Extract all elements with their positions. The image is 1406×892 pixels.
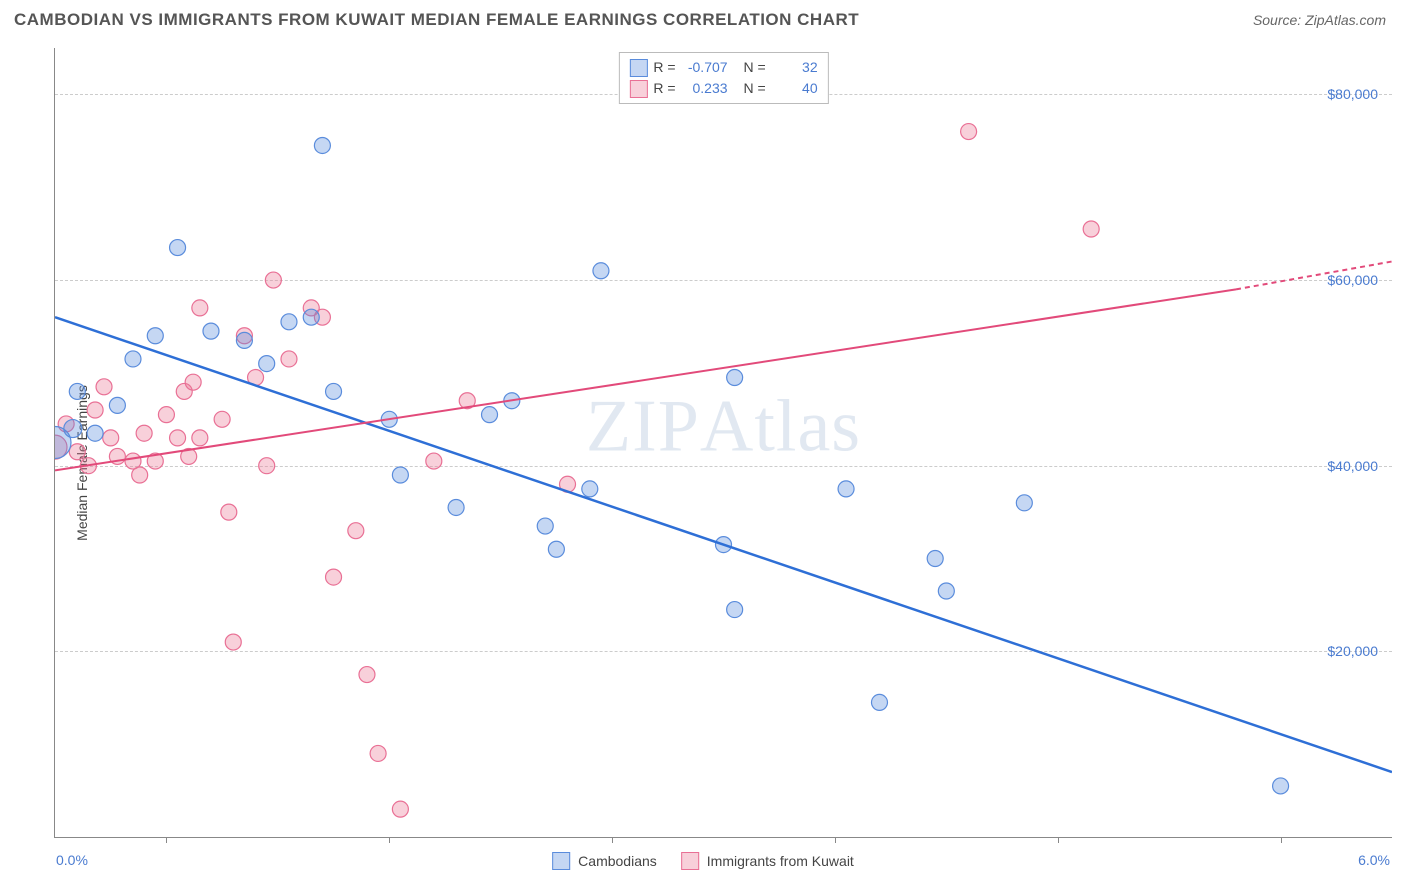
data-point [132,467,148,483]
data-point [87,402,103,418]
swatch-kuwait [629,80,647,98]
legend-item-cambodian: Cambodians [552,852,657,870]
data-point [109,397,125,413]
data-point [1273,778,1289,794]
regression-line-extension [1236,261,1392,289]
data-point [1083,221,1099,237]
data-point [326,383,342,399]
data-point [392,467,408,483]
data-point [170,240,186,256]
data-point [103,430,119,446]
data-point [871,694,887,710]
source-label: Source: ZipAtlas.com [1253,12,1386,28]
x-tick [1058,837,1059,843]
data-point [727,602,743,618]
data-point [482,407,498,423]
stats-legend: R = -0.707 N = 32 R = 0.233 N = 40 [618,52,828,104]
source-site: ZipAtlas.com [1305,12,1386,28]
data-point [192,300,208,316]
data-point [838,481,854,497]
data-point [537,518,553,534]
data-point [1016,495,1032,511]
x-tick [166,837,167,843]
data-point [314,137,330,153]
data-point [87,425,103,441]
legend-swatch-cambodian [552,852,570,870]
data-point [125,351,141,367]
swatch-cambodian [629,59,647,77]
x-tick [835,837,836,843]
data-point [359,667,375,683]
data-point [185,374,201,390]
regression-line [55,289,1236,470]
data-point [192,430,208,446]
chart-title: CAMBODIAN VS IMMIGRANTS FROM KUWAIT MEDI… [14,10,859,30]
x-tick [612,837,613,843]
data-point [370,745,386,761]
x-tick [389,837,390,843]
data-point [326,569,342,585]
data-point [593,263,609,279]
data-point [582,481,598,497]
legend-label-kuwait: Immigrants from Kuwait [707,853,854,869]
data-point [727,370,743,386]
data-point [548,541,564,557]
data-point [448,499,464,515]
data-point [69,383,85,399]
data-point [225,634,241,650]
data-point [214,411,230,427]
legend-label-cambodian: Cambodians [578,853,657,869]
data-point [147,328,163,344]
data-point [303,309,319,325]
stats-row-cambodian: R = -0.707 N = 32 [629,57,817,78]
data-point [281,351,297,367]
data-point [158,407,174,423]
data-point [170,430,186,446]
data-point [392,801,408,817]
data-point [69,444,85,460]
data-point [259,458,275,474]
legend-swatch-kuwait [681,852,699,870]
legend-item-kuwait: Immigrants from Kuwait [681,852,854,870]
stats-row-kuwait: R = 0.233 N = 40 [629,78,817,99]
plot-region: ZIPAtlas R = -0.707 N = 32 R = 0.233 N =… [54,48,1392,838]
plot-svg [55,48,1392,837]
regression-line [55,317,1392,772]
x-axis-max-label: 6.0% [1358,852,1390,868]
data-point [203,323,219,339]
data-point [64,420,82,438]
data-point [265,272,281,288]
data-point [426,453,442,469]
x-axis-min-label: 0.0% [56,852,88,868]
data-point [96,379,112,395]
data-point [136,425,152,441]
data-point [938,583,954,599]
data-point [281,314,297,330]
data-point [927,551,943,567]
chart-area: Median Female Earnings ZIPAtlas R = -0.7… [14,48,1392,878]
data-point [236,332,252,348]
data-point [348,523,364,539]
x-tick [1281,837,1282,843]
data-point [259,356,275,372]
bottom-legend: Cambodians Immigrants from Kuwait [552,852,854,870]
data-point [961,124,977,140]
data-point [221,504,237,520]
